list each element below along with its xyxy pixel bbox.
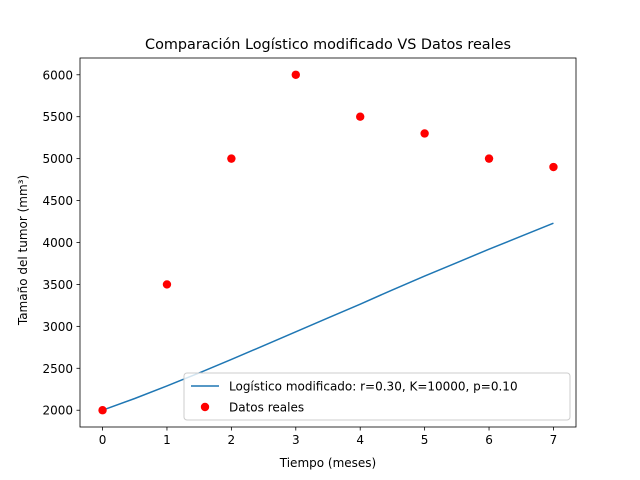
legend-box bbox=[183, 372, 571, 421]
x-tick-label: 2 bbox=[228, 433, 236, 447]
x-tick-label: 3 bbox=[292, 433, 300, 447]
data-point-datos-reales bbox=[162, 280, 172, 289]
y-tick-label: 3500 bbox=[42, 278, 73, 292]
data-point-datos-reales bbox=[420, 129, 429, 138]
data-point-datos-reales bbox=[291, 70, 300, 79]
y-tick-label: 4500 bbox=[42, 194, 73, 208]
legend: Logístico modificado: r=0.30, K=10000, p… bbox=[183, 372, 571, 421]
plot-area: 0 1 2 3 4 5 6 7 2000 2500 3000 3500 4000 4500 5000 5500… bbox=[42, 57, 577, 447]
x-tick-label: 0 bbox=[99, 433, 107, 447]
x-tick-label: 5 bbox=[421, 433, 429, 447]
data-point-datos-reales bbox=[98, 406, 107, 415]
y-tick-label: 3000 bbox=[42, 320, 73, 334]
data-point-datos-reales bbox=[227, 154, 236, 163]
y-axis-label: Tamaño del tumor (mm³) bbox=[16, 175, 30, 326]
y-tick-label: 5000 bbox=[42, 152, 73, 166]
chart-title: Comparación Logístico modificado VS Dato… bbox=[145, 37, 511, 53]
y-tick-label: 6000 bbox=[42, 68, 73, 82]
y-tick-label: 4000 bbox=[42, 236, 73, 250]
x-tick-label: 4 bbox=[356, 433, 364, 447]
data-point-datos-reales bbox=[484, 154, 494, 163]
legend-entry-label: Logístico modificado: r=0.30, K=10000, p… bbox=[229, 380, 518, 394]
x-tick-label: 7 bbox=[550, 433, 558, 447]
x-tick-label: 1 bbox=[163, 433, 171, 447]
y-tick-label: 2000 bbox=[42, 404, 73, 418]
data-point-datos-reales bbox=[549, 162, 558, 172]
y-tick-label: 5500 bbox=[42, 110, 73, 124]
legend-entry-label: Datos reales bbox=[229, 401, 304, 415]
legend-swatch-marker bbox=[200, 402, 210, 412]
y-tick-label: 2500 bbox=[42, 362, 73, 376]
series-line-logistico-modificado bbox=[102, 222, 554, 411]
x-tick-label: 6 bbox=[485, 433, 493, 447]
x-axis-label: Tiempo (meses) bbox=[279, 456, 376, 470]
data-point-datos-reales bbox=[356, 112, 365, 121]
